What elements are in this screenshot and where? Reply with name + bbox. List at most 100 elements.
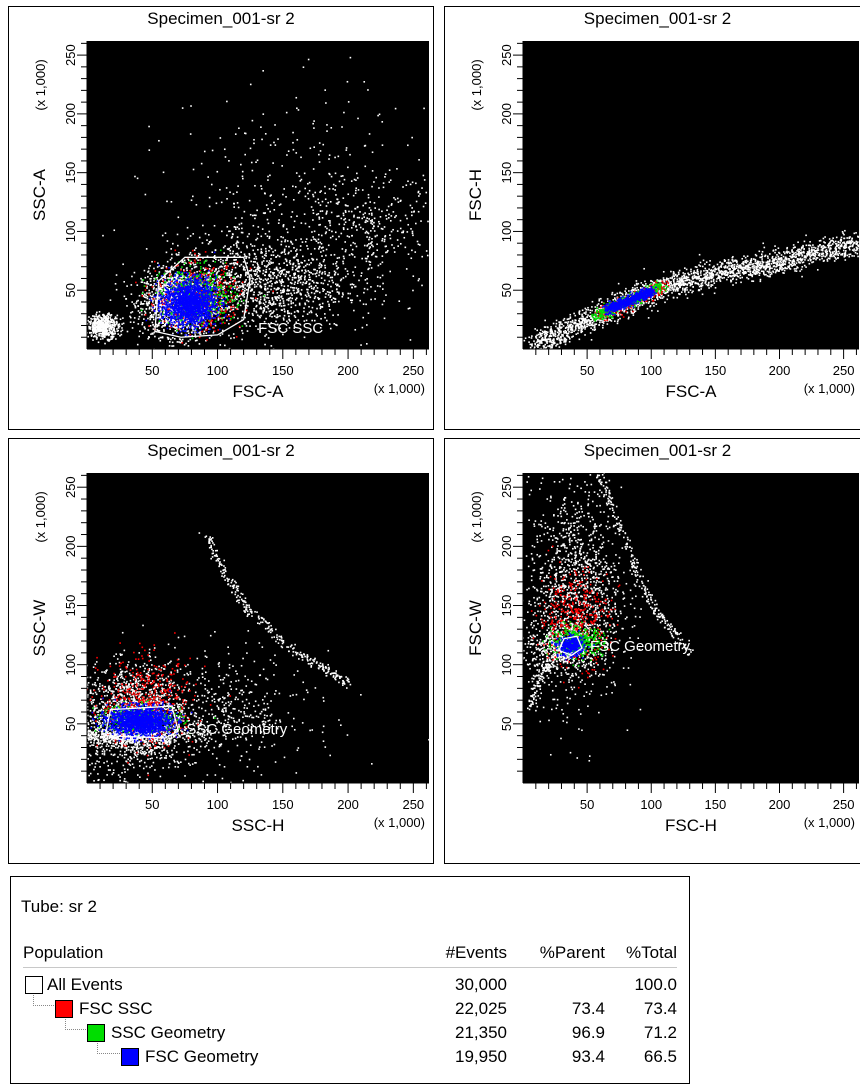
event-point bbox=[159, 339, 162, 342]
event-point bbox=[273, 141, 275, 144]
event-point bbox=[149, 324, 152, 327]
event-point bbox=[211, 302, 214, 304]
event-point bbox=[333, 297, 336, 300]
event-point bbox=[120, 330, 122, 333]
event-point bbox=[336, 203, 339, 205]
event-point bbox=[394, 107, 397, 110]
event-point bbox=[327, 294, 330, 296]
event-point bbox=[104, 327, 107, 329]
event-point bbox=[319, 326, 322, 329]
event-point bbox=[387, 249, 389, 252]
event-point bbox=[324, 264, 326, 267]
event-point bbox=[313, 238, 315, 240]
event-point bbox=[418, 244, 421, 246]
event-point bbox=[223, 281, 226, 284]
event-point bbox=[375, 176, 377, 179]
event-point bbox=[151, 332, 154, 335]
event-point bbox=[247, 301, 249, 303]
event-point bbox=[297, 259, 299, 261]
event-point bbox=[315, 213, 318, 216]
event-point bbox=[252, 270, 255, 272]
event-point bbox=[100, 316, 103, 319]
event-point bbox=[208, 196, 211, 199]
event-point bbox=[159, 296, 162, 298]
event-point bbox=[260, 307, 263, 310]
event-point bbox=[156, 324, 159, 327]
event-point bbox=[232, 308, 235, 311]
event-point bbox=[248, 254, 251, 256]
event-point bbox=[120, 333, 123, 336]
event-point bbox=[264, 283, 267, 285]
event-point bbox=[249, 325, 251, 327]
event-point bbox=[93, 328, 96, 330]
event-point bbox=[231, 252, 234, 255]
event-point bbox=[280, 240, 283, 243]
event-point bbox=[387, 205, 390, 208]
event-point bbox=[319, 210, 322, 213]
event-point bbox=[343, 178, 346, 181]
event-point bbox=[308, 286, 311, 288]
event-point bbox=[279, 289, 282, 292]
event-point bbox=[219, 305, 222, 307]
event-point bbox=[399, 219, 402, 222]
event-point bbox=[172, 326, 175, 328]
event-point bbox=[378, 196, 380, 198]
event-point bbox=[165, 265, 168, 268]
event-point bbox=[212, 311, 215, 314]
event-point bbox=[186, 320, 189, 322]
event-point bbox=[275, 268, 278, 271]
event-point bbox=[330, 127, 333, 129]
event-point bbox=[155, 289, 158, 292]
event-point bbox=[232, 283, 235, 285]
event-point bbox=[215, 268, 217, 271]
event-point bbox=[247, 276, 249, 278]
event-point bbox=[256, 314, 259, 317]
event-point bbox=[140, 277, 142, 280]
event-point bbox=[109, 317, 112, 319]
event-point bbox=[293, 327, 296, 329]
event-point bbox=[264, 254, 266, 256]
event-point bbox=[179, 341, 182, 344]
event-point bbox=[252, 249, 255, 252]
event-point bbox=[269, 303, 272, 305]
event-point bbox=[306, 288, 308, 291]
event-point bbox=[183, 259, 186, 262]
event-point bbox=[219, 293, 221, 296]
event-point bbox=[240, 293, 243, 296]
event-point bbox=[297, 288, 300, 290]
event-point bbox=[281, 272, 283, 274]
event-point bbox=[263, 298, 266, 300]
event-point bbox=[324, 313, 326, 315]
event-point bbox=[306, 245, 308, 247]
event-point bbox=[412, 234, 414, 237]
plot-title: Specimen_001-sr 2 bbox=[147, 9, 295, 28]
event-point bbox=[368, 207, 371, 209]
event-point bbox=[139, 330, 141, 332]
event-point bbox=[298, 279, 300, 282]
event-point bbox=[244, 273, 247, 275]
event-point bbox=[364, 165, 367, 168]
event-point bbox=[328, 158, 330, 160]
event-point bbox=[405, 184, 408, 187]
event-point bbox=[270, 258, 272, 260]
event-point bbox=[308, 276, 311, 279]
event-point bbox=[196, 255, 199, 257]
event-point bbox=[407, 307, 410, 310]
event-point bbox=[372, 227, 374, 230]
event-point bbox=[320, 251, 322, 253]
event-point bbox=[173, 276, 176, 279]
event-point bbox=[370, 242, 372, 244]
event-point bbox=[425, 191, 428, 194]
event-point bbox=[266, 260, 268, 262]
event-point bbox=[310, 272, 312, 274]
event-point bbox=[399, 242, 402, 245]
event-point bbox=[149, 292, 151, 294]
event-point bbox=[228, 247, 231, 250]
event-point bbox=[313, 319, 316, 322]
event-point bbox=[138, 335, 140, 338]
event-point bbox=[204, 232, 207, 235]
event-point bbox=[368, 238, 370, 241]
event-point bbox=[263, 308, 266, 310]
event-point bbox=[181, 338, 184, 341]
event-point bbox=[221, 294, 223, 297]
